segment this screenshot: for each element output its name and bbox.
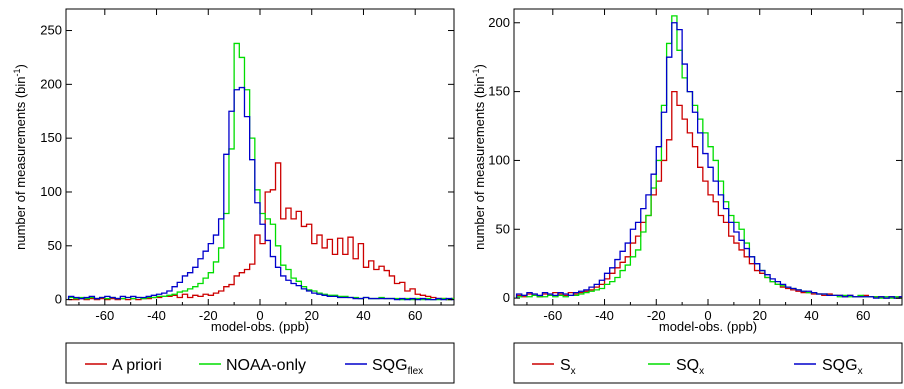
y-tick-label: 200: [40, 76, 62, 91]
x-tick-label: -40: [595, 308, 614, 323]
left-histogram-panel: -60 -40 -20 0 20 40 60 0 50 100 150 200 250 model-o…: [12, 8, 455, 334]
series-line-sqgx: [515, 22, 902, 299]
left-x-axis-title: model-obs. (ppb): [211, 319, 309, 334]
legend-label-sq-x: SQx: [676, 357, 704, 377]
series-line-sqx: [515, 15, 902, 299]
series-line-sx: [515, 90, 902, 299]
legend-label-sqg-x: SQGx: [822, 357, 863, 377]
x-tick-label: 40: [804, 308, 818, 323]
y-tick-label: 50: [496, 221, 510, 236]
x-tick-label: 20: [304, 308, 318, 323]
left-legend-box: [65, 342, 455, 384]
y-tick-label: 200: [488, 15, 510, 30]
y-tick-label: 100: [40, 184, 62, 199]
right-x-axis-title: model-obs. (ppb): [659, 319, 757, 334]
right-histogram-panel: -60 -40 -20 0 20 40 60 0 50 100 150 200 model-obs.…: [471, 8, 903, 334]
x-tick-label: 60: [408, 308, 422, 323]
x-tick-label: 0: [256, 308, 263, 323]
left-y-axis-title: number of measurements (bin-1): [12, 64, 28, 250]
right-y-axis-title: number of measurements (bin-1): [471, 64, 487, 250]
y-tick-label: 100: [488, 152, 510, 167]
y-tick-label: 250: [40, 23, 62, 38]
x-tick-label: -60: [95, 308, 114, 323]
y-tick-label: 0: [503, 290, 510, 305]
x-tick-label: 60: [856, 308, 870, 323]
x-tick-label: 40: [356, 308, 370, 323]
x-tick-label: 0: [704, 308, 711, 323]
x-tick-label: -20: [647, 308, 666, 323]
left-plot-frame: [65, 8, 455, 306]
legend-label-s-x: Sx: [560, 357, 576, 377]
x-tick-label: 20: [752, 308, 766, 323]
y-tick-label: 0: [55, 292, 62, 307]
left-legend: A priori NOAA-only SQGflex: [65, 342, 455, 384]
series-line-noaa-only: [67, 42, 454, 301]
x-tick-label: -20: [199, 308, 218, 323]
right-legend: Sx SQx SQGx: [513, 342, 903, 384]
series-line-a-priori: [68, 162, 454, 301]
legend-label-noaa-only: NOAA-only: [226, 357, 306, 374]
y-tick-label: 50: [48, 238, 62, 253]
x-tick-label: -60: [543, 308, 562, 323]
series-line-sqgflex: [67, 86, 454, 301]
x-tick-label: -40: [147, 308, 166, 323]
right-legend-box: [513, 342, 903, 384]
legend-label-a-priori: A priori: [112, 357, 162, 374]
y-tick-label: 150: [488, 84, 510, 99]
y-tick-label: 150: [40, 130, 62, 145]
legend-label-sqg-flex: SQGflex: [372, 357, 423, 377]
